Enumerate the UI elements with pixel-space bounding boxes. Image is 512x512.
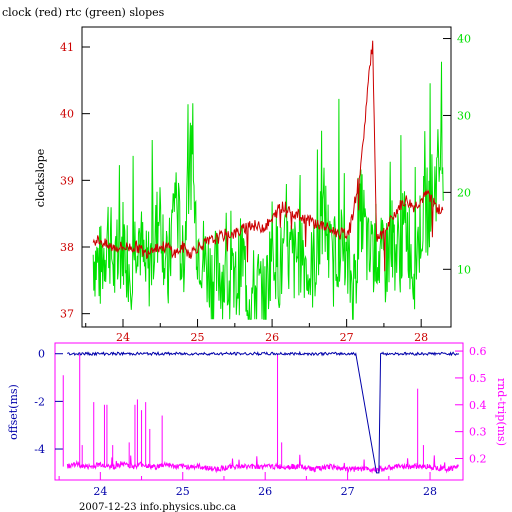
offset-tick-label-2: -4 (34, 443, 45, 456)
slopes-chart: clock (red) rtc (green) slopes clockslop… (2, 6, 471, 344)
rndtrip-tick-label-1: 0.3 (469, 426, 487, 439)
left-tick-label-3: 40 (60, 108, 74, 121)
right-tick-label-0: 10 (457, 263, 471, 276)
left-tick-label-1: 38 (60, 241, 74, 254)
footer-label: 2007-12-23 info.physics.ubc.ca (79, 502, 236, 512)
offset-axis-label: offset(ms) (7, 384, 20, 440)
offset-axis-ticks: 0 -2 -4 (34, 348, 63, 456)
offset-tick-label-1: -2 (34, 395, 45, 408)
x-tick-label-0: 24 (116, 331, 130, 344)
rndtrip-tick-label-0: 0.2 (469, 453, 487, 466)
y-axis-label: clockslope (34, 149, 47, 207)
right-axis-ticks: 10 20 30 40 (443, 33, 471, 276)
left-tick-label-0: 37 (60, 308, 74, 321)
rndtrip-tick-label-4: 0.6 (469, 345, 487, 358)
bottom-series-group (62, 350, 460, 474)
rndtrip-tick-label-3: 0.5 (469, 372, 487, 385)
bottom-x-axis-ticks: 24 25 26 27 28 (58, 472, 437, 498)
bottom-x-tick-label-1: 25 (176, 485, 190, 498)
left-tick-label-4: 41 (60, 41, 74, 54)
right-tick-label-3: 40 (457, 33, 471, 46)
x-axis-ticks: 24 25 26 27 28 (85, 319, 428, 344)
bottom-x-tick-label-2: 26 (258, 485, 272, 498)
bottom-x-tick-label-3: 27 (341, 485, 355, 498)
offset-chart: offset(ms) rnd-trip(ms) 0-2-4 0.20.30.40… (7, 342, 508, 498)
right-tick-label-2: 30 (457, 109, 471, 122)
x-tick-label-4: 28 (414, 331, 428, 344)
bottom-plot-frame (54, 342, 464, 481)
left-axis-ticks: 37 38 39 40 41 (60, 41, 90, 321)
right-tick-label-1: 20 (457, 186, 471, 199)
offset-tick-label-0: 0 (38, 348, 45, 361)
offset-series-line (67, 350, 460, 474)
x-tick-label-3: 27 (340, 331, 354, 344)
rndtrip-series-line (66, 454, 459, 474)
clock-series-line (92, 40, 444, 272)
rndtrip-tick-label-2: 0.4 (469, 399, 487, 412)
left-tick-label-2: 39 (60, 174, 74, 187)
rndtrip-axis-label: rnd-trip(ms) (495, 378, 508, 446)
x-tick-label-2: 26 (265, 331, 279, 344)
top-plot-frame (81, 26, 452, 328)
bottom-x-tick-label-4: 28 (423, 485, 437, 498)
rndtrip-axis-ticks: 0.2 0.3 0.4 0.5 0.6 (455, 345, 487, 466)
bottom-x-tick-label-0: 24 (93, 485, 107, 498)
rtc-series-line (92, 61, 444, 320)
top-series-group (92, 40, 444, 320)
chart-title: clock (red) rtc (green) slopes (2, 6, 165, 19)
x-tick-label-1: 25 (191, 331, 205, 344)
